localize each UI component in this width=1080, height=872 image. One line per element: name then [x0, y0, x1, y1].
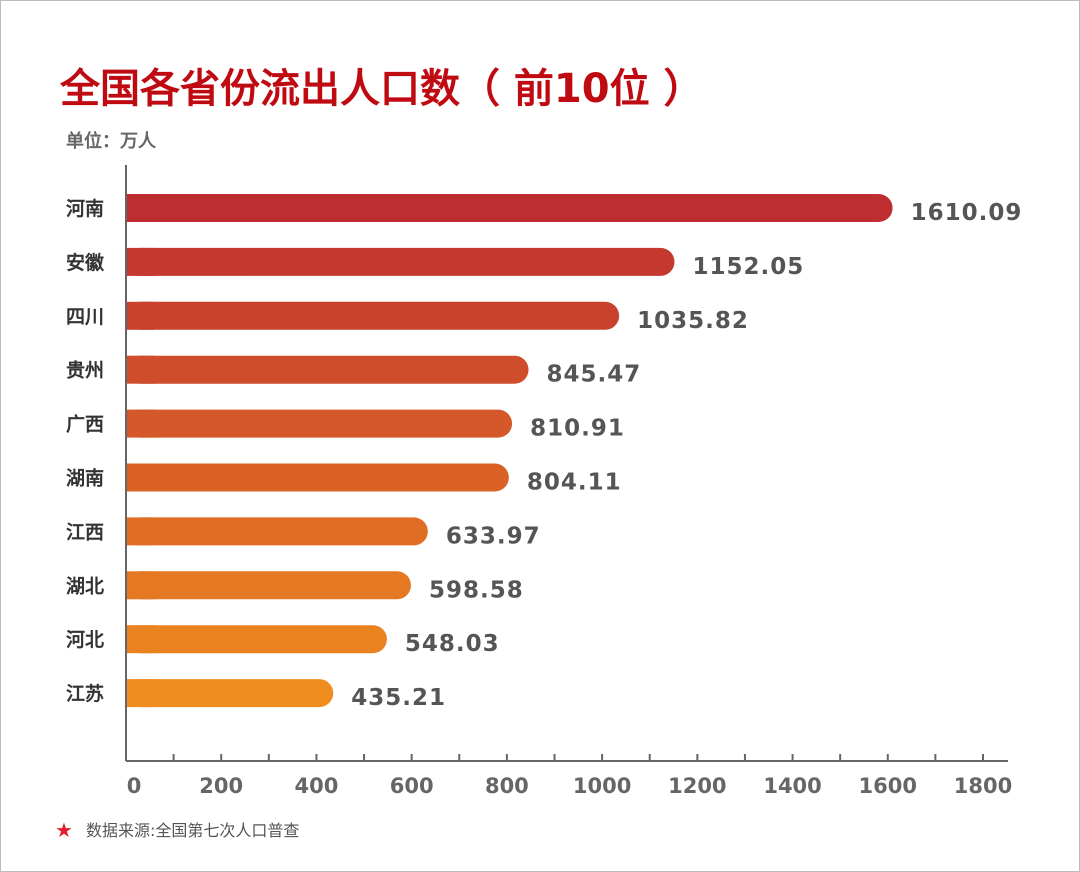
category-label: 江西 — [66, 521, 104, 543]
category-label: 贵州 — [66, 360, 104, 382]
category-label: 湖北 — [66, 575, 104, 597]
bar-四川 — [126, 301, 620, 330]
x-tick-label: 600 — [390, 774, 434, 798]
bar-base — [126, 625, 154, 654]
bar-base — [126, 301, 154, 330]
value-label: 804.11 — [527, 470, 622, 496]
bar-base — [126, 571, 154, 600]
bar-base — [126, 355, 154, 384]
value-label: 810.91 — [530, 416, 625, 442]
bar-贵州 — [126, 355, 529, 384]
x-tick-label: 1600 — [859, 774, 917, 798]
bar-base — [126, 679, 154, 708]
chart-title: 全国各省份流出人口数（ 前10位 ） — [59, 66, 704, 112]
bar-江西 — [126, 517, 428, 546]
value-label: 1610.09 — [911, 200, 1023, 226]
value-label: 435.21 — [351, 685, 446, 711]
category-label: 湖南 — [66, 468, 104, 490]
value-label: 845.47 — [547, 362, 642, 388]
bar-湖北 — [126, 571, 411, 600]
x-tick-label: 400 — [295, 774, 339, 798]
x-tick-label: 1800 — [954, 774, 1012, 798]
x-tick-label: 1200 — [668, 774, 726, 798]
bar-广西 — [126, 409, 513, 438]
bar-河北 — [126, 625, 387, 654]
x-tick-label: 0 — [127, 774, 142, 798]
bar-河南 — [126, 194, 893, 222]
category-label: 河南 — [66, 198, 104, 220]
category-label: 河北 — [66, 629, 104, 651]
category-label: 安徽 — [66, 251, 105, 274]
value-label: 548.03 — [405, 631, 500, 657]
bar-base — [126, 194, 154, 222]
bar-江苏 — [126, 679, 334, 708]
value-label: 1035.82 — [637, 308, 749, 334]
category-label: 广西 — [66, 413, 104, 436]
category-label: 江苏 — [66, 682, 104, 705]
bar-base — [126, 463, 154, 492]
bar-湖南 — [126, 463, 509, 492]
source-note: 数据来源:全国第七次人口普查 — [86, 821, 299, 840]
x-tick-label: 200 — [199, 774, 243, 798]
x-tick-label: 1000 — [573, 774, 631, 798]
category-label: 四川 — [66, 306, 104, 328]
bar-安徽 — [126, 247, 675, 276]
unit-label: 单位：万人 — [66, 130, 157, 152]
value-label: 633.97 — [446, 523, 541, 549]
bar-base — [126, 247, 154, 276]
x-tick-label: 1400 — [763, 774, 821, 798]
bar-base — [126, 517, 154, 546]
value-label: 1152.05 — [693, 254, 805, 280]
star-icon: ★ — [55, 818, 73, 842]
bar-base — [126, 409, 154, 438]
value-label: 598.58 — [429, 577, 524, 603]
x-tick-label: 800 — [485, 774, 529, 798]
